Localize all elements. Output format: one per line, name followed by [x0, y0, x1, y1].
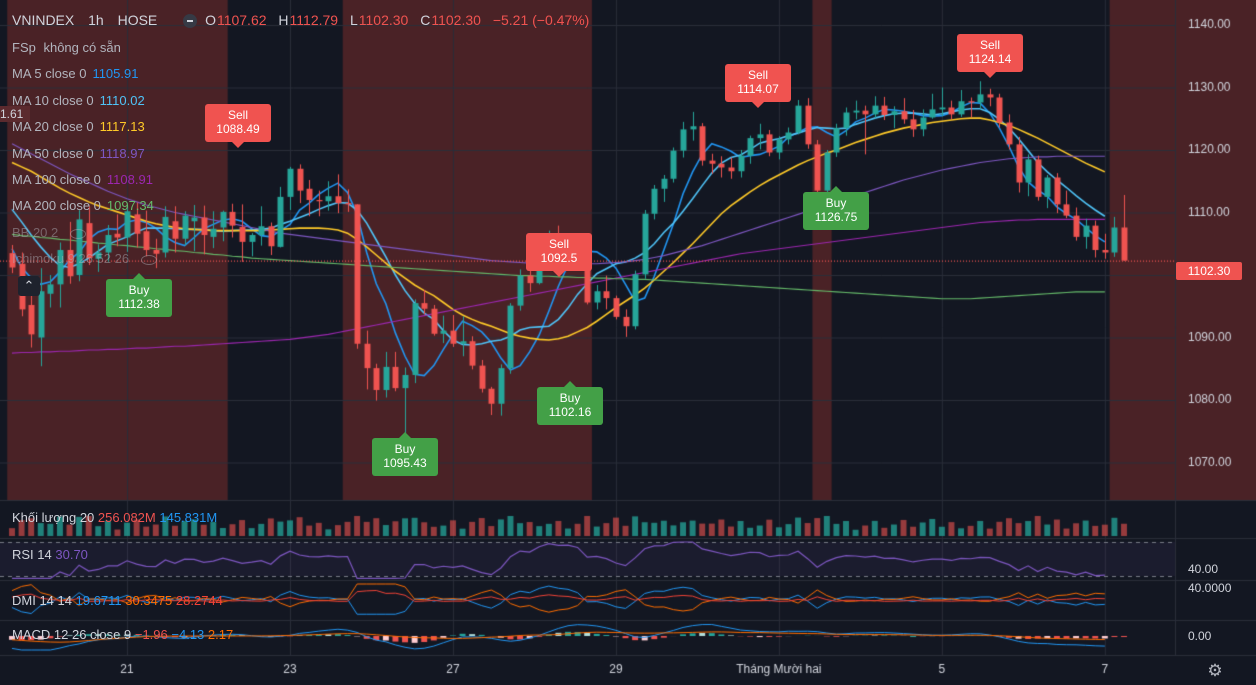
sell-signal: Sell 1124.14 — [957, 34, 1023, 78]
collapse-chevron-icon[interactable]: ⌃ — [18, 276, 40, 296]
buy-signal: Buy 1095.43 — [372, 432, 438, 476]
macd-label: MACD 12 26 close 9 — [12, 627, 132, 642]
rsi-legend[interactable]: RSI 14 30.70 — [12, 547, 88, 562]
macd-hist-value: −1.96 — [134, 627, 168, 642]
dmi-legend[interactable]: DMI 14 14 19.6711 30.3475 28.2744 — [12, 593, 223, 608]
macd-axis-label: 0.00 — [1188, 629, 1212, 643]
rsi-axis-label: 40.00 — [1188, 562, 1219, 576]
volume-value: 256.082M — [97, 510, 156, 525]
sell-signal: Sell 1088.49 — [205, 104, 271, 148]
volume-legend[interactable]: Khối lượng 20 256.082M 145.831M — [12, 510, 217, 525]
sell-signal: Sell 1092.5 — [526, 233, 592, 277]
dmi-axis-label: 40.0000 — [1188, 581, 1232, 595]
volume-ma-value: 145.831M — [159, 510, 218, 525]
sell-signal: Sell 1114.07 — [725, 64, 791, 108]
macd-line-value: −4.13 — [171, 627, 205, 642]
settings-gear-icon[interactable]: ⚙ — [1207, 661, 1223, 680]
dmi-label: DMI 14 14 — [12, 593, 72, 608]
rsi-value: 30.70 — [55, 547, 88, 562]
macd-signal-value: 2.17 — [207, 627, 234, 642]
dmi-plus-value: 19.6711 — [75, 593, 122, 608]
volume-label: Khối lượng 20 — [12, 510, 95, 525]
buy-signal: Buy 1102.16 — [537, 381, 603, 425]
rsi-label: RSI 14 — [12, 547, 52, 562]
buy-signal: Buy 1126.75 — [803, 186, 869, 230]
macd-legend[interactable]: MACD 12 26 close 9 −1.96 −4.13 2.17 — [12, 627, 233, 642]
adx-value: 28.2744 — [175, 593, 223, 608]
dmi-minus-value: 30.3475 — [125, 593, 173, 608]
buy-signal: Buy 1112.38 — [106, 273, 172, 317]
last-price-tag: 1102.30 — [1176, 262, 1242, 280]
